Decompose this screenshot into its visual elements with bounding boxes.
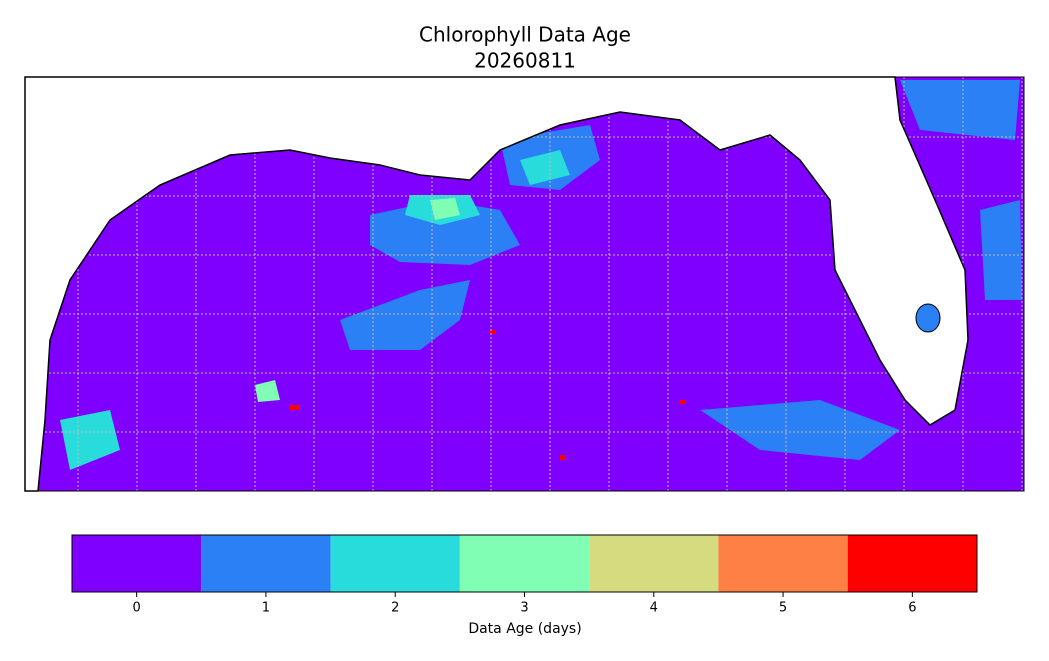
title: Chlorophyll Data Age: [419, 23, 631, 47]
tick-label: 5: [779, 601, 787, 616]
colorbar-segment: [718, 535, 848, 592]
colorbar-segment: [847, 535, 977, 592]
patches: [255, 198, 460, 402]
colorbar-segment: [201, 535, 331, 592]
colorbar: 0 1 2 3 4 5 6: [71, 534, 978, 616]
colorbar-segment: [72, 535, 202, 592]
colorbar-frame: [71, 534, 978, 593]
land: [24, 76, 969, 492]
subtitle: 20260811: [474, 49, 576, 73]
tick-label: 4: [650, 601, 658, 616]
colorbar-segment: [459, 535, 590, 592]
tick-label: 1: [262, 601, 270, 616]
tick-label: 3: [520, 601, 528, 616]
map-frame: [24, 76, 1025, 492]
patches: [290, 330, 686, 460]
colorbar-segment: [330, 535, 460, 592]
tick-label: 6: [908, 601, 916, 616]
patches: [340, 80, 1022, 460]
tick-label: 2: [391, 601, 399, 616]
colorbar-label: Data Age (days): [468, 621, 581, 637]
tick-label: 0: [133, 601, 141, 616]
lake: [915, 303, 941, 333]
colorbar-segment: [589, 535, 719, 592]
map: [24, 76, 1025, 492]
